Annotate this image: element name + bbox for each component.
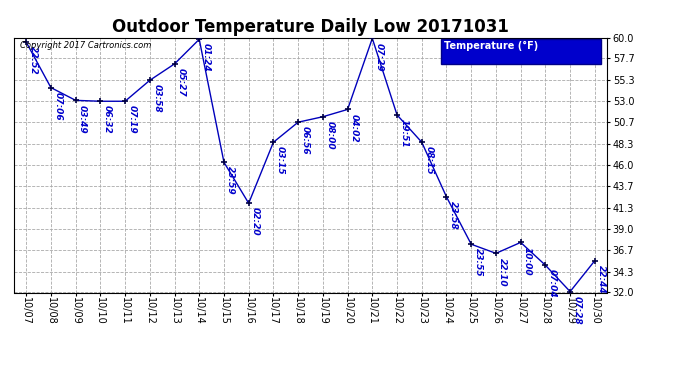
Text: 19:51: 19:51 <box>400 119 408 148</box>
Text: 07:06: 07:06 <box>53 92 62 120</box>
Text: 03:49: 03:49 <box>78 105 87 133</box>
Text: 23:55: 23:55 <box>473 248 483 277</box>
Text: 05:27: 05:27 <box>177 68 186 97</box>
Text: 03:15: 03:15 <box>276 146 285 175</box>
Text: 08:00: 08:00 <box>325 121 335 150</box>
Text: 04:02: 04:02 <box>350 114 359 142</box>
Text: 22:52: 22:52 <box>28 46 38 75</box>
Text: 06:56: 06:56 <box>301 126 310 155</box>
Title: Outdoor Temperature Daily Low 20171031: Outdoor Temperature Daily Low 20171031 <box>112 18 509 36</box>
Text: Temperature (°F): Temperature (°F) <box>444 41 538 51</box>
Text: 07:04: 07:04 <box>548 269 557 298</box>
Text: 03:58: 03:58 <box>152 84 161 113</box>
Text: 08:15: 08:15 <box>424 146 433 175</box>
FancyBboxPatch shape <box>441 39 601 64</box>
Text: 07:19: 07:19 <box>128 105 137 134</box>
Text: 23:59: 23:59 <box>226 166 235 195</box>
Text: 22:44: 22:44 <box>598 265 607 293</box>
Text: 23:58: 23:58 <box>449 201 458 229</box>
Text: 06:32: 06:32 <box>103 105 112 134</box>
Text: 07:29: 07:29 <box>375 43 384 71</box>
Text: 10:00: 10:00 <box>523 247 532 275</box>
Text: Copyright 2017 Cartronics.com: Copyright 2017 Cartronics.com <box>20 41 151 50</box>
Text: 22:10: 22:10 <box>498 258 507 286</box>
Text: 07:28: 07:28 <box>573 296 582 324</box>
Text: 02:20: 02:20 <box>251 207 260 236</box>
Text: 01:24: 01:24 <box>201 44 210 72</box>
